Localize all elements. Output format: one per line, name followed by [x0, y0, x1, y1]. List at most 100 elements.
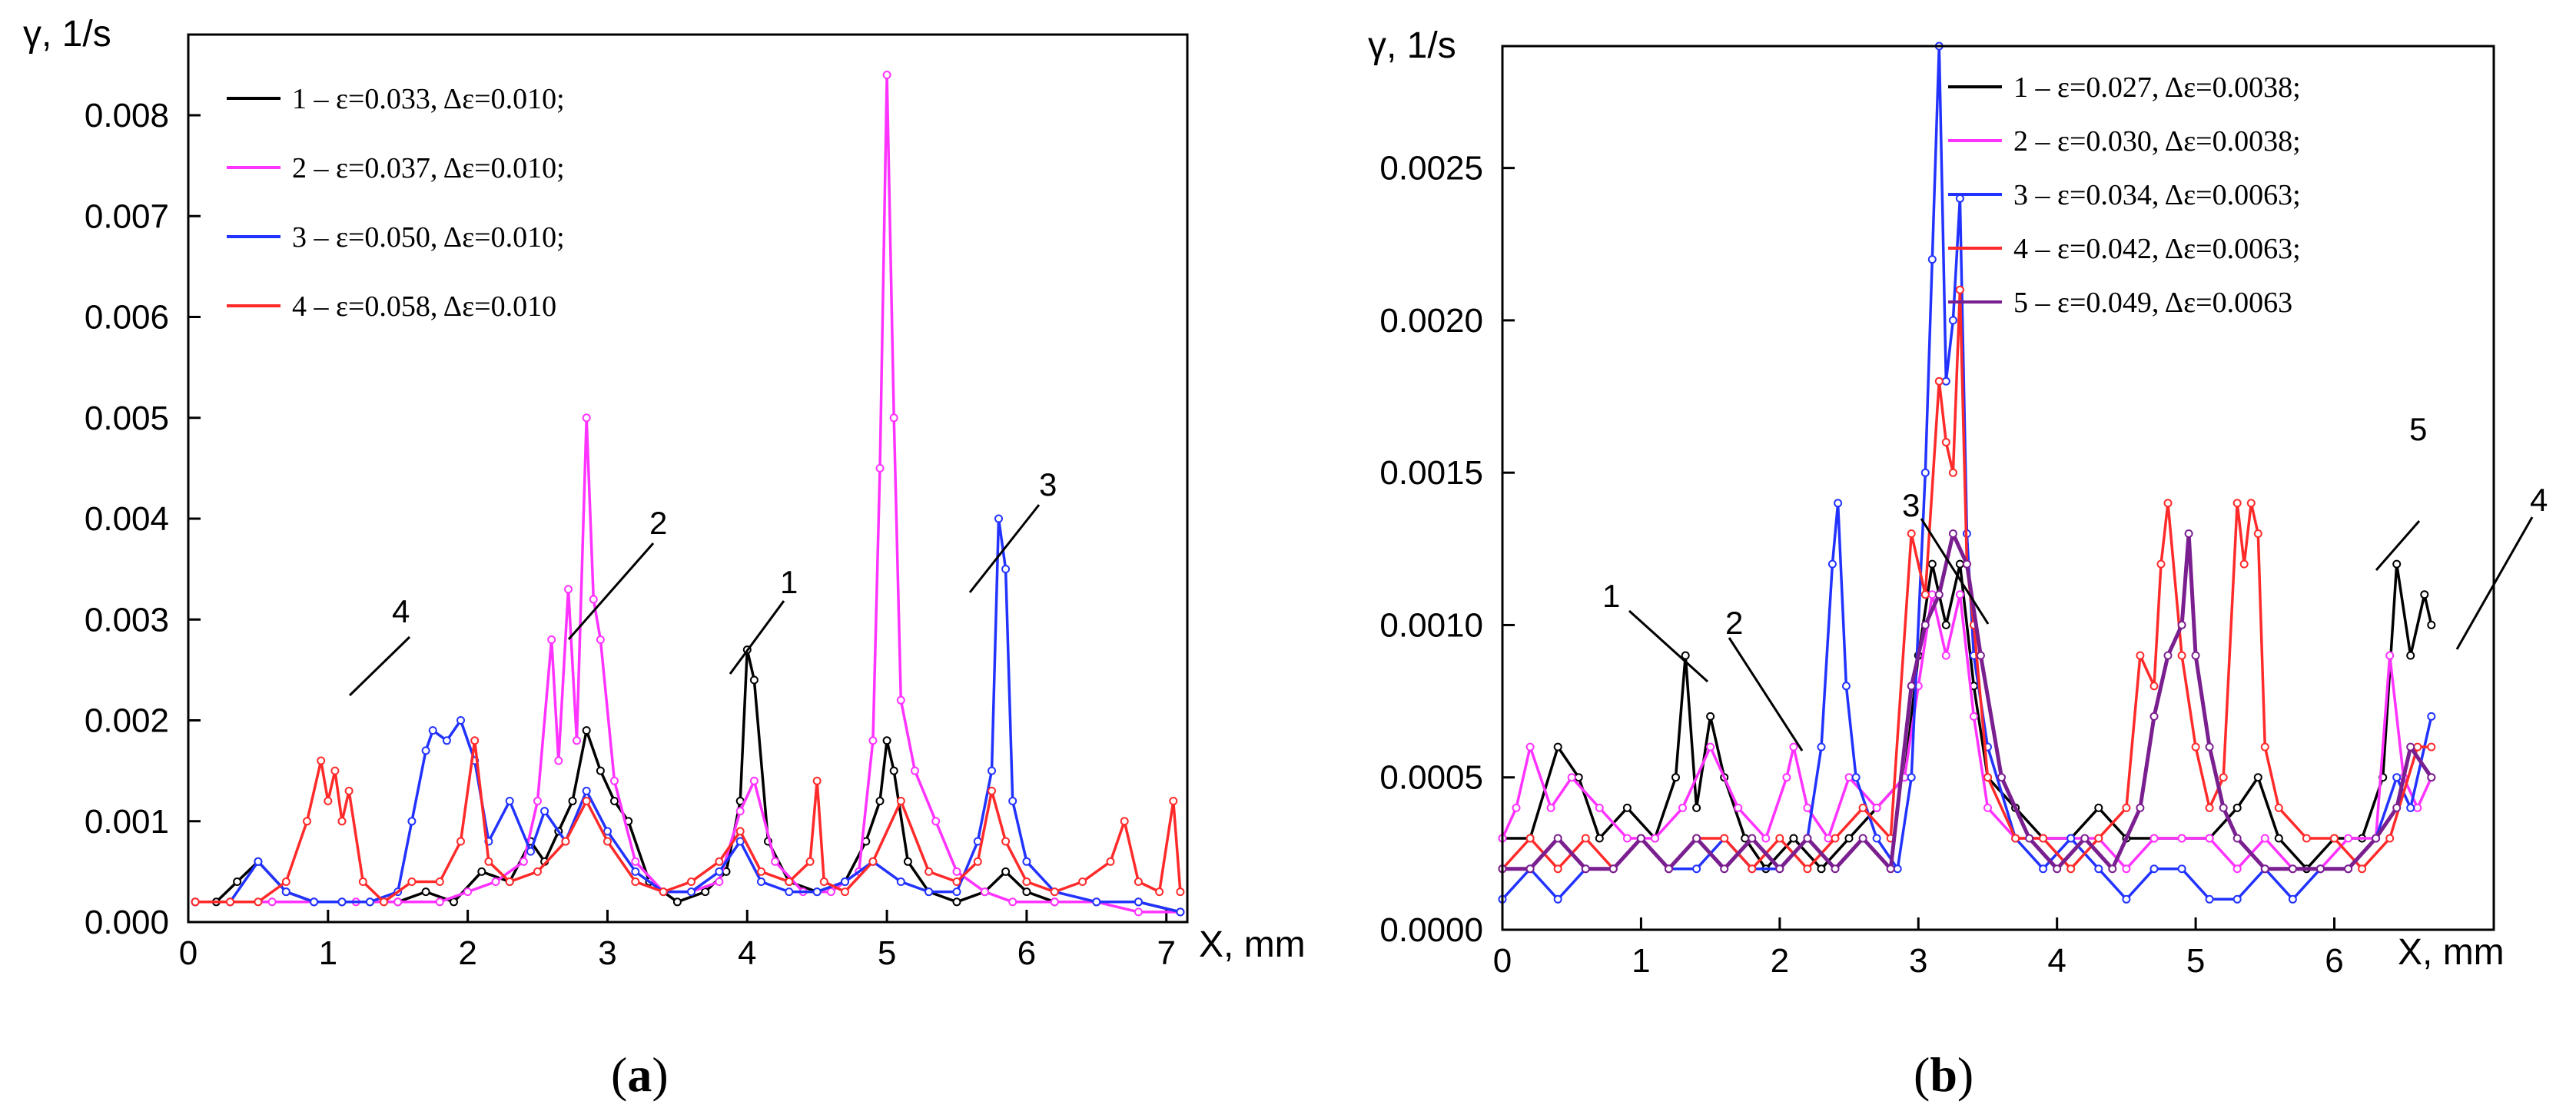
- panel-b-series-5-point: [1692, 834, 1701, 843]
- panel-b-leader-1: [1628, 609, 1709, 683]
- panel-b-series-2-point: [2205, 834, 2214, 843]
- panel-b-series-2-point: [2413, 803, 2422, 812]
- panel-b-x-tick-label-6: 6: [2325, 942, 2343, 980]
- panel-a-series-3-point: [442, 736, 451, 745]
- panel-b-series-4-point: [1920, 590, 1930, 599]
- panel-b-series-4-point: [2427, 742, 2436, 751]
- panel-a-series-1-point: [903, 857, 912, 866]
- panel-b-series-2-point: [2385, 651, 2395, 660]
- panel-b-series-1-point: [2253, 773, 2262, 782]
- panel-b-series-5-point: [1831, 864, 1840, 874]
- panel-b-series-2-point: [1512, 803, 1521, 812]
- panel-b-series-2-point: [1622, 834, 1632, 843]
- panel-a-series-4-point: [1176, 887, 1185, 897]
- panel-a-series-4-point: [896, 797, 905, 805]
- panel-b-series-3-point: [2427, 712, 2436, 721]
- panel-b-series-3-point: [1817, 742, 1826, 751]
- panel-a-series-4-point: [952, 877, 961, 886]
- panel-b-series-3-point: [2288, 894, 2297, 904]
- panel-a-x-tick-label-6: 6: [1017, 934, 1036, 972]
- panel-a-series-1-point: [568, 797, 577, 805]
- panel-a-series-4-point: [281, 877, 290, 886]
- panel-b-series-3-point: [1893, 864, 1902, 874]
- panel-a-series-3-point: [505, 797, 514, 805]
- panel-b-series-2-point: [2122, 864, 2131, 874]
- panel-a-series-3-point: [428, 726, 437, 735]
- panel-b-series-2-point: [1941, 651, 1950, 660]
- panel-a-series-3-point: [1001, 565, 1011, 574]
- panel-a-series-4-point: [1022, 877, 1031, 886]
- panel-b-y-tick-label-4: 0.0020: [1379, 302, 1483, 340]
- panel-b-series-5-point: [1907, 682, 1916, 691]
- panel-b-series-1-point: [2094, 803, 2103, 812]
- panel-a-series-4-point: [456, 837, 465, 846]
- panel-b-series-2-point: [1969, 712, 1978, 721]
- panel-b-annotation-3: 3: [1902, 487, 1920, 523]
- panel-b-y-tick-label-0: 0.0000: [1379, 911, 1483, 949]
- panel-b-annotation-2: 2: [1725, 605, 1743, 641]
- panel-b-series-3-point: [2205, 894, 2214, 904]
- panel-a-series-4-point: [925, 867, 934, 876]
- panel-a-y-tick-label-2: 0.002: [85, 702, 169, 740]
- panel-b-series-5-line: [1502, 532, 2433, 871]
- panel-a-series-4-point: [841, 887, 849, 897]
- panel-b-legend-item-1: 1 – ε=0.027, Δε=0.0038;: [1948, 71, 2301, 104]
- panel-a-series-2-point: [882, 71, 891, 79]
- panel-b-legend: 1 – ε=0.027, Δε=0.0038; 2 – ε=0.030, Δε=…: [1948, 71, 2301, 319]
- panel-a-x-tick-label-4: 4: [738, 934, 756, 972]
- panel-b-series-3-point: [1955, 194, 1964, 203]
- panel-a-series-3-point: [456, 716, 465, 725]
- panel-a-series-3-point: [925, 887, 934, 897]
- panel-b-series-4-point: [1748, 864, 1757, 874]
- panel-a-series-4-point: [505, 877, 514, 886]
- panel-b-series-4-point: [2260, 742, 2269, 751]
- panel-b-legend-item-3: 3 – ε=0.034, Δε=0.0063;: [1948, 179, 2301, 211]
- panel-a-series-2-point: [564, 585, 573, 594]
- panel-b-series-2-point: [1567, 773, 1576, 782]
- panel-b-series-4-point: [2239, 559, 2249, 569]
- panel-b-series-4-point: [2039, 834, 2048, 843]
- panel-a-series-1-point: [952, 897, 961, 907]
- panel-b-series-1-point: [1692, 803, 1701, 812]
- panel-a-series-3-point: [407, 817, 417, 826]
- panel-a-series-1-point: [1022, 887, 1031, 897]
- panel-b-series-4-point: [2330, 834, 2339, 843]
- panel-b-series-1-point: [2420, 590, 2429, 599]
- panel-b-series-2-point: [1872, 803, 1881, 812]
- panel-a-series-3-point: [715, 867, 724, 876]
- panel-a-series-4-point: [1106, 857, 1115, 866]
- panel-a-series-4-point: [317, 756, 326, 765]
- panel-a-series-4-point: [757, 867, 765, 876]
- panel-a-series-4-point: [973, 857, 982, 866]
- panel-b-series-4-point: [1581, 834, 1590, 843]
- panel-a-series-4-point: [659, 887, 668, 897]
- panel-b-series-3-point: [2149, 864, 2159, 874]
- panel-a-series-2-point: [463, 887, 473, 897]
- panel-b-series-5-point: [2344, 864, 2353, 874]
- panel-b-series-4-point: [2156, 559, 2166, 569]
- panel-b-series-5-point: [2184, 529, 2193, 538]
- panel-b-series-5-point: [1858, 834, 1867, 843]
- panel-b-series-2-point: [2232, 864, 2242, 874]
- panel-a-x-tick-label-7: 7: [1157, 934, 1175, 972]
- panel-a-series-4-point: [254, 897, 263, 907]
- panel-b-series-5-point: [2372, 834, 2381, 843]
- panel-b-series-3-point: [2232, 894, 2242, 904]
- panel-b-series-1-point: [1671, 773, 1680, 782]
- panel-a-series-3-point: [735, 837, 745, 846]
- panel-b-series-1-point: [2392, 559, 2402, 569]
- panel-b-series-1-point: [1553, 742, 1562, 751]
- panel-b-series-5-point: [1962, 559, 1971, 569]
- panel-b-series-4-point: [1907, 529, 1916, 538]
- panel-b-series-5-point: [2025, 834, 2034, 843]
- panel-b-series-5-point: [2108, 864, 2117, 874]
- panel-a-series-3-point: [281, 887, 290, 897]
- panel-a-caption: (a): [611, 1047, 669, 1102]
- panel-b-series-5-point: [2316, 864, 2325, 874]
- panel-a-series-4-point: [603, 837, 612, 846]
- panel-a-y-tick-label-4: 0.004: [85, 500, 169, 538]
- panel-b-y-tick-label-3: 0.0015: [1379, 454, 1483, 492]
- panel-a-series-4-point: [1169, 797, 1178, 805]
- panel-a-x-tick-label-2: 2: [458, 934, 476, 972]
- panel-b-series-3-point: [1872, 834, 1881, 843]
